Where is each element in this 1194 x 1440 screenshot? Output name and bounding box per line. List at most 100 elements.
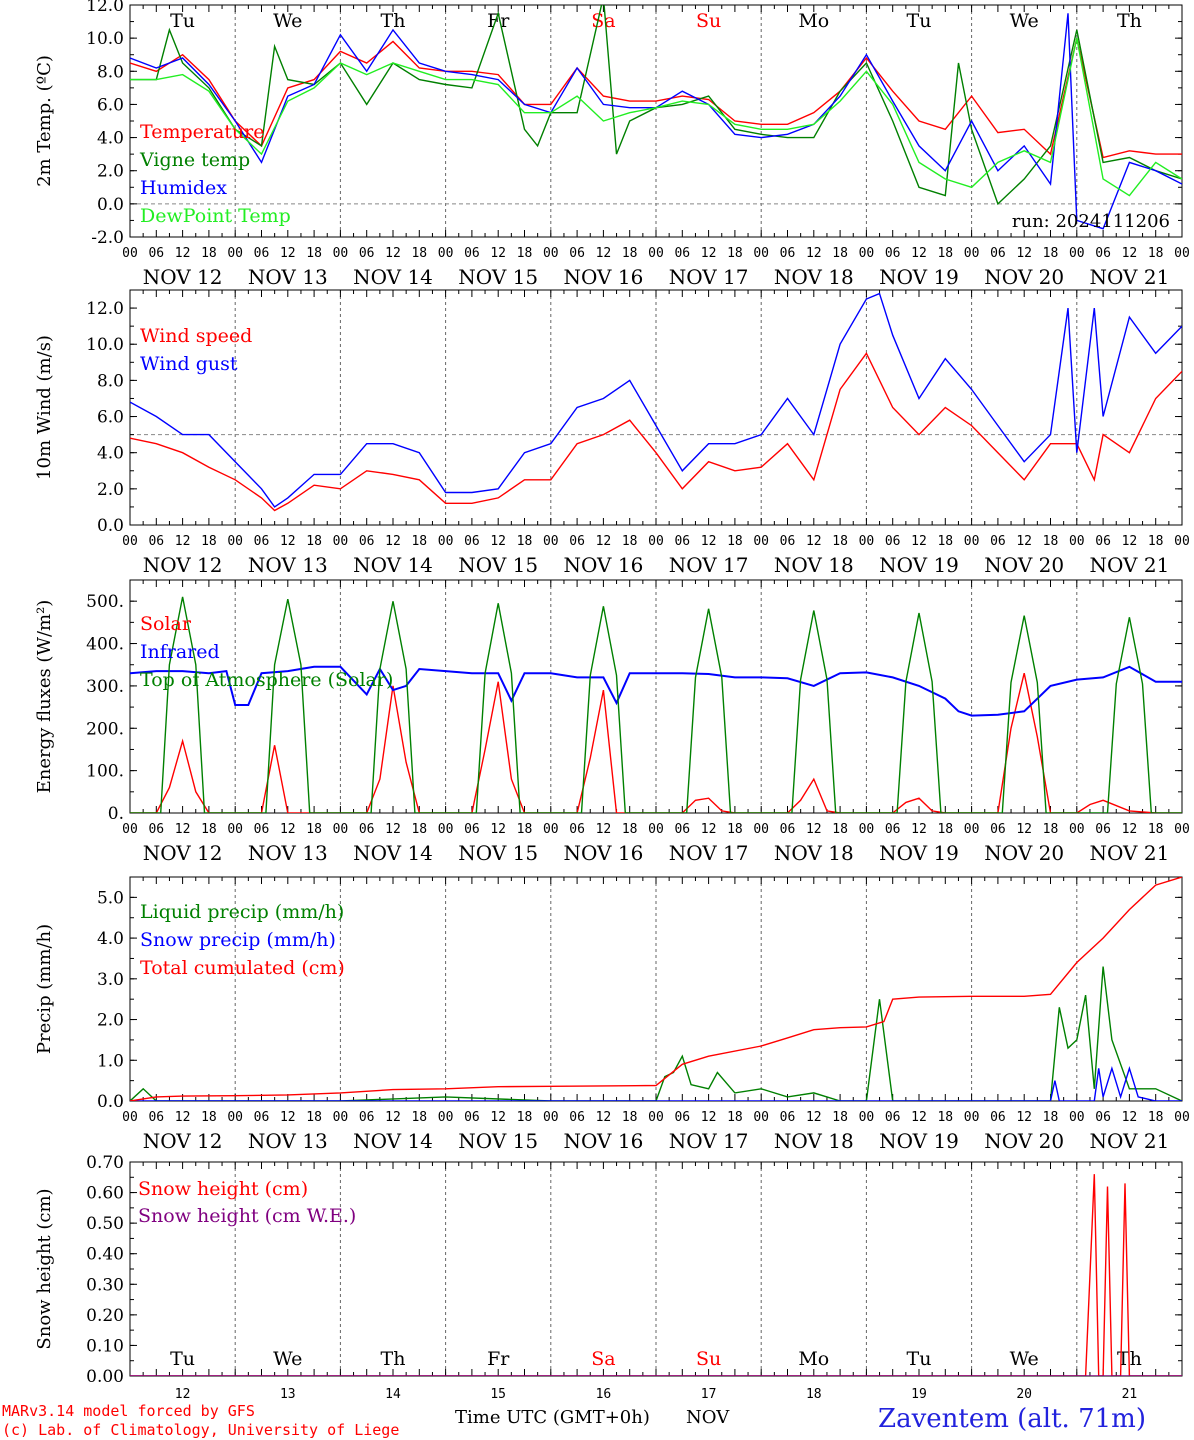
hour-tick-label: 00 (333, 246, 349, 261)
hour-tick-label: 06 (780, 1110, 796, 1125)
hour-tick-label: 06 (1095, 822, 1111, 837)
hour-tick-label: 06 (885, 534, 901, 549)
hour-tick-label: 06 (254, 822, 270, 837)
date-label: NOV 14 (353, 553, 433, 577)
hour-tick-label: 18 (411, 822, 427, 837)
hour-tick-label: 18 (727, 1110, 743, 1125)
hour-tick-label: 00 (122, 534, 138, 549)
hour-tick-label: 00 (1174, 534, 1190, 549)
hour-tick-label: 18 (832, 246, 848, 261)
day-number-label: 13 (280, 1387, 296, 1402)
legend-entry: Wind gust (140, 353, 238, 375)
hour-tick-label: 00 (964, 822, 980, 837)
weekday-label: Su (696, 10, 721, 32)
hour-tick-label: 18 (411, 534, 427, 549)
hour-tick-label: 06 (569, 1110, 585, 1125)
y-tick-label: 4.0 (97, 129, 124, 149)
hour-tick-label: 18 (1043, 534, 1059, 549)
hour-tick-label: 06 (569, 246, 585, 261)
hour-tick-label: 12 (490, 1110, 506, 1125)
hour-tick-label: 00 (543, 822, 559, 837)
legend-entry: Vigne temp (139, 149, 250, 171)
hour-tick-label: 12 (596, 1110, 612, 1125)
hour-tick-label: 18 (937, 246, 953, 261)
hour-tick-label: 18 (937, 1110, 953, 1125)
hour-tick-label: 06 (569, 822, 585, 837)
hour-tick-label: 12 (1122, 822, 1138, 837)
hour-tick-label: 06 (464, 534, 480, 549)
hour-tick-label: 12 (1016, 822, 1032, 837)
hour-tick-label: 00 (122, 1110, 138, 1125)
hour-tick-label: 18 (1043, 822, 1059, 837)
hour-tick-label: 06 (990, 1110, 1006, 1125)
hour-tick-label: 00 (753, 822, 769, 837)
y-tick-label: 2.0 (97, 162, 124, 182)
legend-entry: Temperature (140, 121, 264, 143)
y-tick-label: 12.0 (86, 299, 124, 319)
hour-tick-label: 00 (753, 1110, 769, 1125)
date-label: NOV 14 (353, 265, 433, 289)
hour-tick-label: 00 (1069, 534, 1085, 549)
hour-tick-label: 12 (490, 246, 506, 261)
panel-1: -2.0 0.0 2.0 4.0 6.0 8.0 10.0 12.0 2m Temp. (ºC)… (34, 0, 1190, 289)
footer-time-label: Time UTC (GMT+0h) (455, 1407, 650, 1428)
hour-tick-label: 06 (1095, 534, 1111, 549)
panel-5: 0.00 0.10 0.20 0.30 0.40 0.50 0.60 0.70 Snow hei… (34, 1153, 1183, 1402)
date-label: NOV 18 (774, 553, 854, 577)
hour-tick-label: 06 (254, 246, 270, 261)
panel-2: 0.0 2.0 4.0 6.0 8.0 10.0 12.0 10m Wind (m/s) 00 0… (34, 289, 1190, 577)
hour-tick-label: 12 (175, 246, 191, 261)
date-label: NOV 16 (564, 553, 644, 577)
date-label: NOV 16 (564, 265, 644, 289)
date-label: NOV 14 (353, 1129, 433, 1153)
date-label: NOV 12 (143, 841, 223, 865)
footer-credit-line: (c) Lab. of Climatology, University of L… (2, 1421, 399, 1439)
hour-tick-label: 00 (227, 1110, 243, 1125)
hour-tick-label: 06 (148, 534, 164, 549)
hour-tick-label: 18 (622, 822, 638, 837)
series-line (130, 37, 1182, 197)
hour-tick-label: 18 (622, 246, 638, 261)
hour-tick-label: 00 (438, 822, 454, 837)
y-tick-label: 0.20 (86, 1306, 124, 1326)
hour-tick-label: 06 (148, 246, 164, 261)
hour-tick-label: 06 (990, 534, 1006, 549)
hour-tick-label: 12 (385, 822, 401, 837)
weekday-label: Th (381, 10, 406, 32)
legend-entry: Wind speed (140, 325, 252, 347)
date-label: NOV 19 (879, 841, 959, 865)
hour-tick-label: 06 (780, 822, 796, 837)
date-label: NOV 15 (458, 841, 538, 865)
hour-tick-label: 06 (254, 1110, 270, 1125)
hour-tick-label: 12 (280, 534, 296, 549)
hour-tick-label: 12 (490, 822, 506, 837)
day-number-label: 19 (911, 1387, 927, 1402)
series-line (130, 673, 1182, 813)
hour-tick-label: 18 (832, 534, 848, 549)
day-number-label: 12 (175, 1387, 191, 1402)
legend-entry: Top of Atmosphere (Solar) (140, 669, 393, 691)
series-line (130, 351, 1182, 512)
hour-tick-label: 18 (832, 1110, 848, 1125)
date-label: NOV 16 (564, 841, 644, 865)
hour-tick-label: 06 (1095, 1110, 1111, 1125)
day-number-label: 20 (1016, 1387, 1032, 1402)
hour-tick-label: 12 (385, 534, 401, 549)
hour-tick-label: 00 (543, 1110, 559, 1125)
hour-tick-label: 18 (201, 1110, 217, 1125)
hour-tick-label: 12 (911, 534, 927, 549)
hour-tick-label: 18 (411, 246, 427, 261)
y-tick-label: 10.0 (86, 29, 124, 49)
hour-tick-label: 00 (122, 246, 138, 261)
date-label: NOV 17 (669, 1129, 749, 1153)
hour-tick-label: 18 (306, 246, 322, 261)
hour-tick-label: 06 (885, 1110, 901, 1125)
legend-entry: Snow height (cm) (138, 1178, 308, 1200)
day-number-label: 21 (1122, 1387, 1138, 1402)
y-axis-label: Precip (mm/h) (34, 924, 55, 1054)
hour-tick-label: 12 (701, 1110, 717, 1125)
date-label: NOV 12 (143, 553, 223, 577)
date-label: NOV 17 (669, 553, 749, 577)
legend-entry: Total cumulated (cm) (140, 957, 345, 979)
hour-tick-label: 18 (937, 822, 953, 837)
